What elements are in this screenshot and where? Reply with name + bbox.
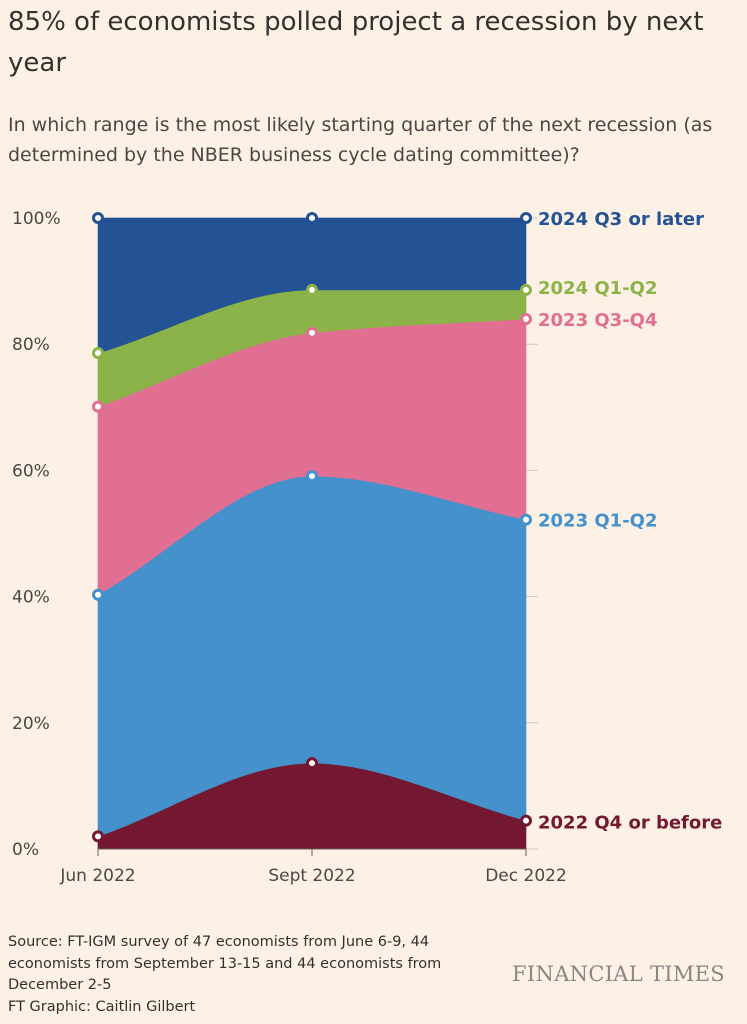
point-marker bbox=[520, 814, 532, 827]
y-tick-label: 20% bbox=[12, 714, 50, 734]
series-label: 2023 Q3-Q4 bbox=[538, 310, 658, 331]
point-marker bbox=[306, 283, 318, 296]
x-tick-label: Dec 2022 bbox=[485, 866, 567, 886]
point-marker bbox=[520, 283, 532, 296]
y-tick-label: 40% bbox=[12, 588, 50, 608]
point-marker bbox=[92, 347, 104, 360]
series-label: 2024 Q1-Q2 bbox=[538, 278, 658, 299]
x-tick-label: Sept 2022 bbox=[268, 866, 355, 886]
point-marker bbox=[92, 212, 104, 224]
chart-subtitle: In which range is the most likely starti… bbox=[8, 114, 713, 166]
series-label: 2023 Q1-Q2 bbox=[538, 511, 658, 532]
y-tick-label: 0% bbox=[12, 840, 39, 860]
point-marker bbox=[520, 513, 532, 526]
graphic-credit: FT Graphic: Caitlin Gilbert bbox=[8, 998, 196, 1015]
point-marker bbox=[92, 830, 104, 843]
source-text: Source: FT-IGM survey of 47 economists f… bbox=[8, 934, 442, 993]
point-marker bbox=[92, 400, 104, 413]
y-tick-label: 60% bbox=[12, 461, 50, 481]
chart-title: 85% of economists polled project a reces… bbox=[8, 7, 704, 78]
point-marker bbox=[306, 326, 318, 339]
point-marker bbox=[520, 312, 532, 325]
y-tick-label: 100% bbox=[12, 209, 61, 229]
x-tick-label: Jun 2022 bbox=[59, 866, 135, 886]
series-label: 2022 Q4 or before bbox=[538, 813, 722, 834]
point-marker bbox=[520, 212, 532, 224]
source-note: Source: FT-IGM survey of 47 economists f… bbox=[8, 932, 478, 1018]
point-marker bbox=[306, 470, 318, 483]
point-marker bbox=[306, 212, 318, 224]
ft-logo: FINANCIAL TIMES bbox=[512, 962, 725, 986]
point-marker bbox=[306, 757, 318, 770]
series-label: 2024 Q3 or later bbox=[538, 209, 704, 230]
y-tick-label: 80% bbox=[12, 335, 50, 355]
point-marker bbox=[92, 588, 104, 601]
